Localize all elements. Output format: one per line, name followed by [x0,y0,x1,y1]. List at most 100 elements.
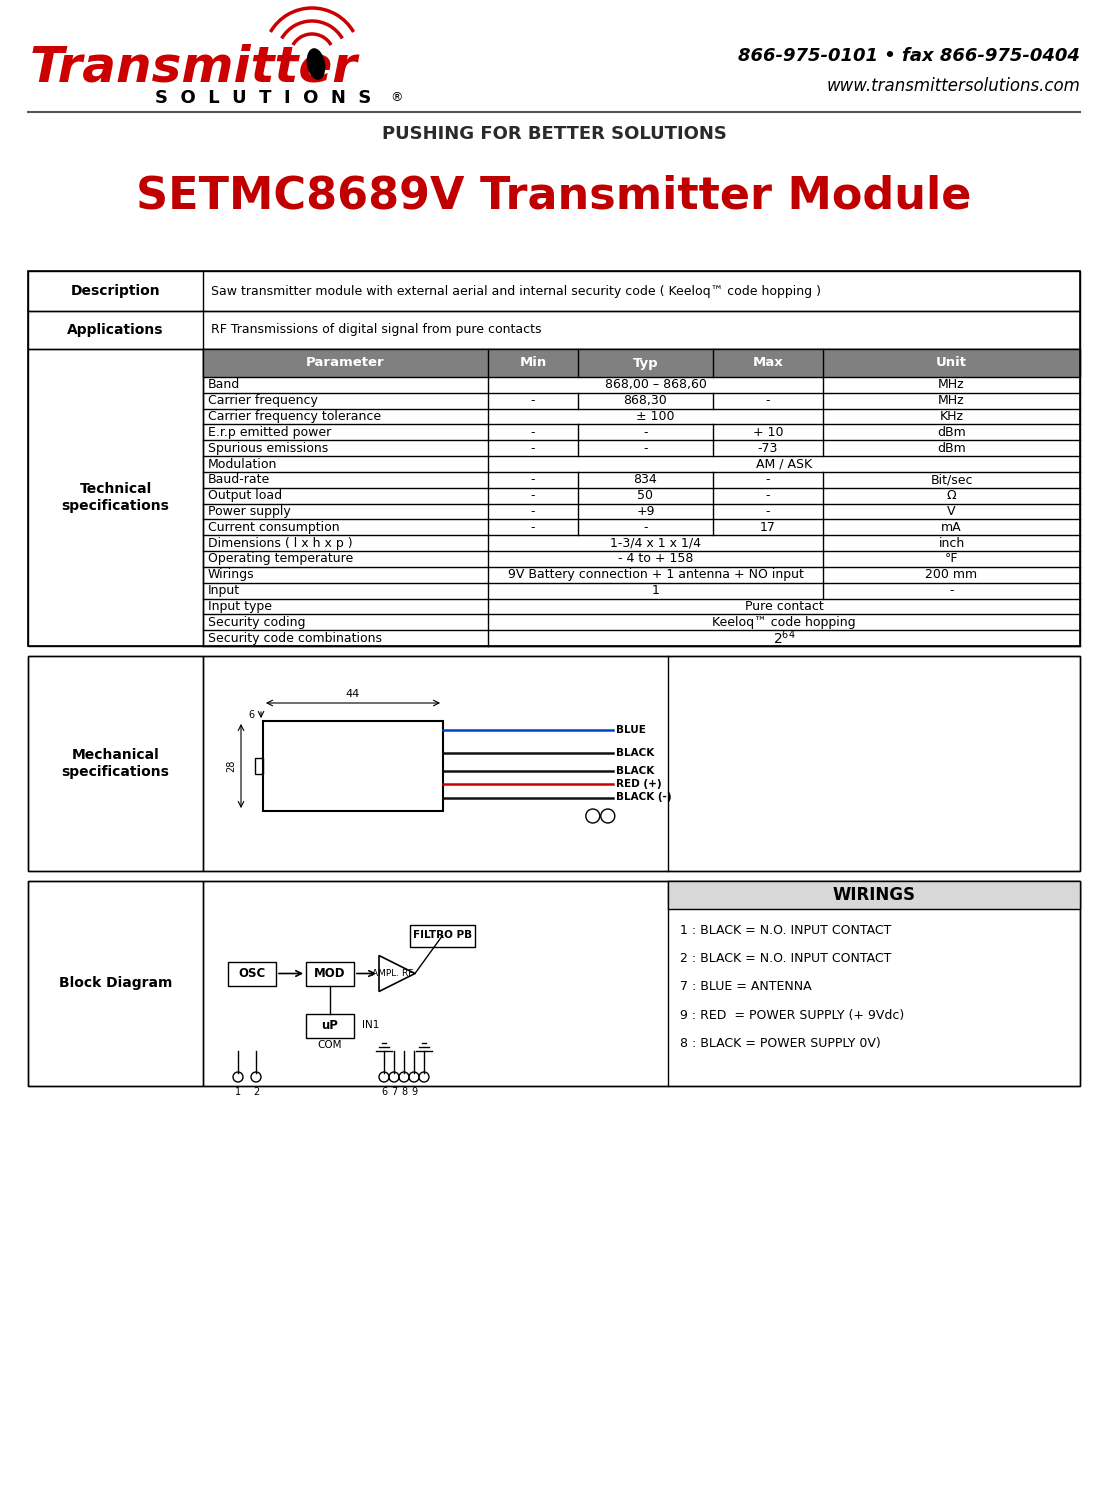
Text: 868,00 – 868,60: 868,00 – 868,60 [605,379,707,391]
Text: MHz: MHz [938,379,965,391]
Text: -73: -73 [758,441,778,455]
Text: 17: 17 [760,520,776,533]
Text: Max: Max [752,357,783,370]
Text: Operating temperature: Operating temperature [208,553,353,566]
Text: -: - [531,394,535,407]
Text: Carrier frequency: Carrier frequency [208,394,318,407]
Text: Security coding: Security coding [208,615,306,629]
Text: MOD: MOD [315,967,346,979]
Text: Wirings: Wirings [208,568,255,581]
Bar [255,758,263,774]
Text: 28: 28 [226,759,236,773]
Text: 1 : BLACK = N.O. INPUT CONTACT: 1 : BLACK = N.O. INPUT CONTACT [680,924,891,938]
Text: -: - [531,520,535,533]
Text: Spurious emissions: Spurious emissions [208,441,328,455]
Text: - 4 to + 158: - 4 to + 158 [618,553,694,566]
Text: 9 : RED  = POWER SUPPLY (+ 9Vdc): 9 : RED = POWER SUPPLY (+ 9Vdc) [680,1009,904,1021]
Text: 6: 6 [381,1086,387,1097]
Text: 8 : BLACK = POWER SUPPLY 0V): 8 : BLACK = POWER SUPPLY 0V) [680,1037,881,1049]
Bar [28,881,203,1086]
Text: -: - [531,426,535,438]
Text: Saw transmitter module with external aerial and internal security code ( Keeloq™: Saw transmitter module with external aer… [211,284,821,297]
Text: -: - [531,505,535,519]
Text: Carrier frequency tolerance: Carrier frequency tolerance [208,410,381,424]
Text: Modulation: Modulation [208,458,277,471]
Text: mA: mA [941,520,962,533]
Text: 9V Battery connection + 1 antenna + NO input: 9V Battery connection + 1 antenna + NO i… [507,568,803,581]
Text: 2 : BLACK = N.O. INPUT CONTACT: 2 : BLACK = N.O. INPUT CONTACT [680,953,891,966]
Text: -: - [950,584,954,597]
Text: +9: +9 [636,505,655,519]
Text: 200 mm: 200 mm [925,568,977,581]
Text: + 10: + 10 [752,426,783,438]
Text: Current consumption: Current consumption [208,520,340,533]
Text: Block Diagram: Block Diagram [59,976,172,991]
Text: -: - [644,426,648,438]
Text: Unit: Unit [936,357,967,370]
Text: 2: 2 [253,1086,259,1097]
Text: inch: inch [938,536,965,550]
Bar [203,349,1080,646]
Text: ®: ® [390,92,402,104]
Text: Typ: Typ [633,357,658,370]
Text: KHz: KHz [940,410,964,424]
Text: S  O  L  U  T  I  O  N  S: S O L U T I O N S [155,89,371,107]
Text: -: - [644,441,648,455]
Text: RF Transmissions of digital signal from pure contacts: RF Transmissions of digital signal from … [211,324,542,336]
Text: Keeloq™ code hopping: Keeloq™ code hopping [712,615,855,629]
Text: Applications: Applications [68,322,164,337]
Text: 1-3/4 x 1 x 1/4: 1-3/4 x 1 x 1/4 [611,536,701,550]
Text: PUSHING FOR BETTER SOLUTIONS: PUSHING FOR BETTER SOLUTIONS [381,125,727,143]
Bar [28,311,1080,349]
Bar [203,349,1080,377]
Text: -: - [531,441,535,455]
Text: Technical
specifications: Technical specifications [62,483,170,513]
Text: -: - [766,489,770,502]
Text: -: - [766,394,770,407]
Text: AM / ASK: AM / ASK [756,458,812,471]
Text: Min: Min [520,357,546,370]
Text: OSC: OSC [238,967,266,979]
Text: 866-975-0101 • fax 866-975-0404: 866-975-0101 • fax 866-975-0404 [738,48,1080,65]
Text: BLACK: BLACK [616,747,654,758]
Text: $2^{64}$: $2^{64}$ [772,629,796,648]
Text: Pure contact: Pure contact [745,600,823,612]
Text: -: - [644,520,648,533]
Bar [28,349,203,646]
Bar [306,1013,353,1037]
Bar [203,655,1080,871]
Text: AMPL. RF: AMPL. RF [372,969,413,978]
Text: °F: °F [945,553,958,566]
Text: Ω: Ω [946,489,956,502]
Text: Security code combinations: Security code combinations [208,632,382,645]
Bar [306,961,353,985]
Text: 834: 834 [634,474,657,486]
Text: BLACK: BLACK [616,765,654,776]
Text: E.r.p emitted power: E.r.p emitted power [208,426,331,438]
Bar [410,924,475,947]
Text: MHz: MHz [938,394,965,407]
Text: Power supply: Power supply [208,505,290,519]
Text: BLACK (-): BLACK (-) [616,792,671,802]
Text: dBm: dBm [937,426,966,438]
Text: Input type: Input type [208,600,271,612]
Text: Output load: Output load [208,489,283,502]
Bar [263,721,443,811]
Text: uP: uP [321,1019,338,1031]
Text: 50: 50 [637,489,654,502]
Text: WIRINGS: WIRINGS [832,886,915,903]
Text: Parameter: Parameter [306,357,384,370]
Bar [668,881,1080,909]
Text: -: - [766,474,770,486]
Ellipse shape [307,48,326,80]
Text: BLUE: BLUE [616,725,646,736]
Text: V: V [947,505,956,519]
Text: 868,30: 868,30 [624,394,667,407]
Text: Transmitter: Transmitter [30,45,358,92]
Text: 1: 1 [652,584,659,597]
Text: FILTRO PB: FILTRO PB [413,930,472,941]
Bar [28,270,1080,311]
Text: ± 100: ± 100 [636,410,675,424]
Text: Description: Description [71,284,161,299]
Text: Bit/sec: Bit/sec [931,474,973,486]
